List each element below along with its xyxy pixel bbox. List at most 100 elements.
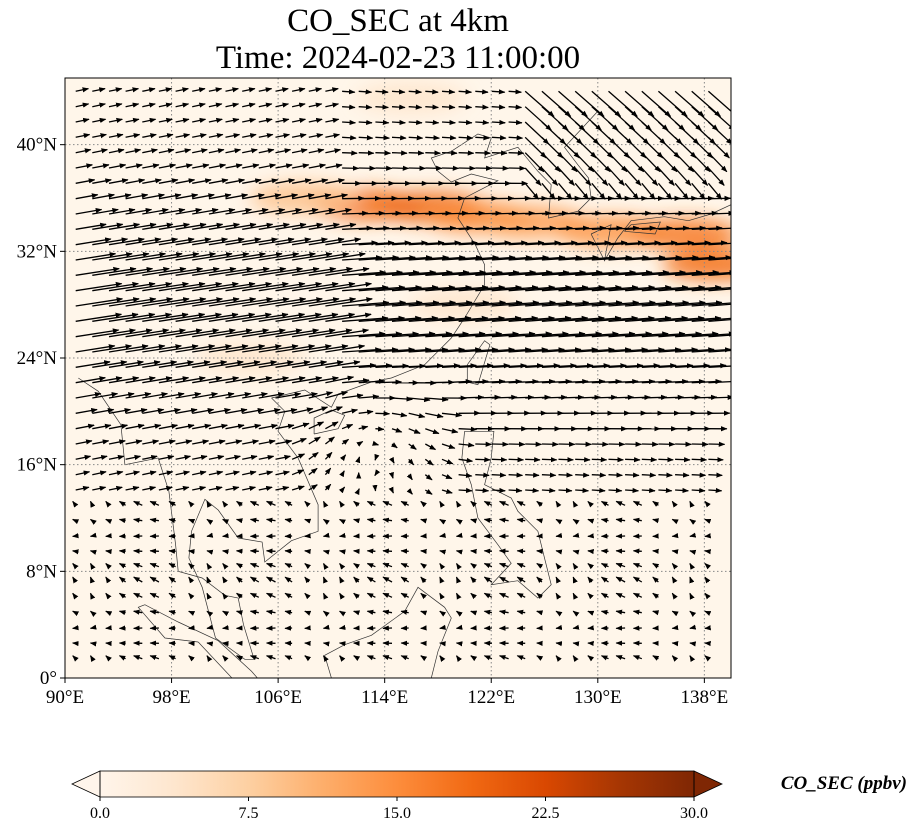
wind-arrow xyxy=(325,297,373,307)
wind-arrow xyxy=(458,104,473,110)
wind-arrow xyxy=(671,549,679,555)
wind-arrow xyxy=(508,457,525,463)
wind-arrow xyxy=(208,470,224,476)
wind-arrow xyxy=(608,152,628,173)
wind-arrow xyxy=(624,182,639,200)
wind-arrow xyxy=(691,182,706,200)
lat-tick-label: 16°N xyxy=(17,455,58,476)
wind-arrow xyxy=(158,87,173,93)
wind-arrow xyxy=(142,392,169,399)
wind-arrow xyxy=(175,222,207,230)
wind-arrow xyxy=(458,487,473,494)
wind-arrow xyxy=(491,150,508,156)
wind-arrow xyxy=(258,470,274,476)
wind-arrow xyxy=(225,344,266,353)
wind-arrow xyxy=(424,488,433,495)
wind-arrow xyxy=(541,472,557,478)
wind-arrow xyxy=(441,378,473,385)
wind-arrow xyxy=(691,457,708,463)
wind-arrow xyxy=(125,423,145,430)
wind-arrow xyxy=(225,439,243,445)
wind-arrow xyxy=(541,315,589,322)
wind-arrow xyxy=(225,281,273,292)
wind-arrow xyxy=(291,328,336,338)
wind-arrow xyxy=(358,315,406,322)
wind-arrow xyxy=(641,487,656,494)
wind-arrow xyxy=(708,334,731,338)
wind-arrow xyxy=(225,312,272,322)
wind-arrow xyxy=(125,344,166,353)
wind-arrow xyxy=(125,376,156,384)
wind-arrow xyxy=(291,87,306,93)
wind-arrow xyxy=(375,300,423,307)
wind-arrow xyxy=(441,89,456,95)
wind-arrow xyxy=(707,182,723,200)
wind-arrow xyxy=(391,427,403,433)
wind-arrow xyxy=(541,255,583,261)
wind-arrow xyxy=(374,469,381,477)
wind-arrow xyxy=(308,178,329,184)
wind-arrow xyxy=(675,315,722,322)
wind-arrow xyxy=(108,102,123,108)
wind-arrow xyxy=(420,500,427,508)
wind-arrow xyxy=(308,237,345,246)
wind-arrow xyxy=(225,117,240,123)
wind-arrow xyxy=(358,135,374,141)
wind-arrow xyxy=(541,347,582,353)
wind-arrow xyxy=(691,378,722,385)
wind-arrow xyxy=(458,285,506,292)
wind-arrow xyxy=(658,472,673,478)
wind-arrow xyxy=(208,392,235,399)
wind-arrow xyxy=(491,119,506,126)
wind-arrow xyxy=(125,297,174,307)
wind-arrow xyxy=(175,328,220,338)
wind-arrow xyxy=(658,487,673,494)
wind-arrow xyxy=(408,428,421,435)
wind-arrow xyxy=(358,394,380,400)
wind-arrow xyxy=(158,439,176,445)
wind-arrow xyxy=(192,237,229,246)
wind-arrow xyxy=(458,270,503,276)
wind-arrow xyxy=(708,457,724,463)
wind-arrow xyxy=(242,344,282,353)
wind-arrow xyxy=(508,255,550,261)
wind-arrow xyxy=(308,406,329,414)
wind-arrow xyxy=(707,152,728,173)
colorbar-label: CO_SEC (ppbv) xyxy=(781,773,907,794)
wind-arrow xyxy=(175,376,206,384)
wind-arrow xyxy=(674,152,694,173)
colorbar-tick-label: 22.5 xyxy=(532,805,560,822)
wind-arrow xyxy=(308,328,353,338)
wind-arrow xyxy=(325,281,373,292)
wind-arrow xyxy=(92,360,128,368)
wind-arrow xyxy=(275,102,290,108)
wind-arrow xyxy=(275,344,316,353)
wind-arrow xyxy=(608,285,656,292)
wind-arrow xyxy=(308,281,356,292)
wind-arrow xyxy=(708,273,731,276)
colorbar-tick-label: 30.0 xyxy=(680,805,708,822)
wind-arrow xyxy=(158,407,181,414)
wind-arrow xyxy=(158,297,207,307)
wind-arrow xyxy=(235,548,243,554)
wind-arrow xyxy=(225,102,240,108)
wind-arrow xyxy=(308,360,344,368)
lon-tick-label: 98°E xyxy=(152,687,190,708)
wind-arrow xyxy=(158,360,194,368)
wind-arrow xyxy=(558,167,575,186)
wind-arrow xyxy=(175,439,193,445)
wind-arrow xyxy=(275,470,290,476)
wind-arrow xyxy=(325,222,357,230)
wind-arrow xyxy=(625,255,666,261)
wind-arrow xyxy=(391,89,406,95)
wind-arrow xyxy=(575,331,619,338)
wind-arrow xyxy=(608,378,639,385)
wind-arrow xyxy=(625,487,640,494)
wind-arrow xyxy=(575,285,622,292)
wind-arrow xyxy=(325,178,345,184)
wind-arrow xyxy=(524,152,545,173)
wind-arrow xyxy=(591,152,611,173)
wind-arrow xyxy=(325,207,352,215)
wind-arrow xyxy=(225,376,256,384)
wind-arrow xyxy=(158,281,206,292)
